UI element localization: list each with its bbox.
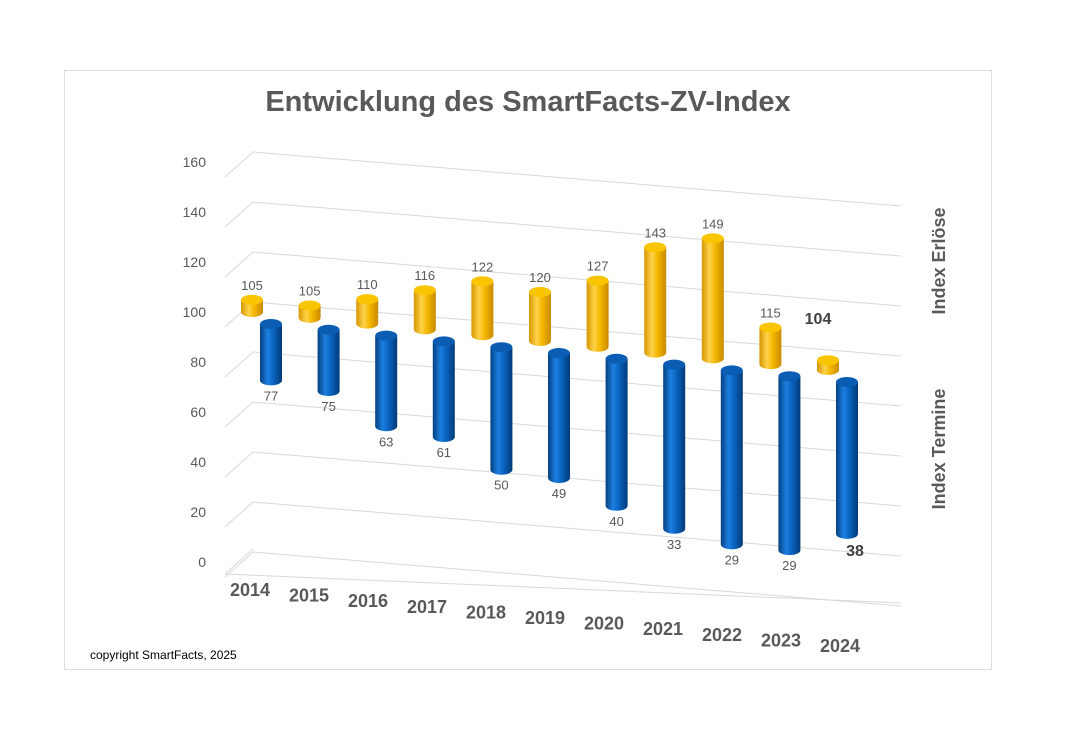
xtick-label: 2023 [761,630,801,650]
data-label-termine: 40 [609,514,623,529]
data-label-termine: 29 [782,558,796,573]
legend-termine: Index Termine [929,389,949,510]
bar-erloese-2019 [529,287,551,346]
xtick-label: 2019 [525,608,565,628]
bar-erloese-2021 [644,242,667,358]
data-label-erloese: 116 [414,268,435,283]
data-labels: 105 77 105 75 110 63 116 61 122 50 120 49 127 40 143 33… [241,216,864,573]
data-label-termine: 63 [379,434,393,449]
chart-svg: Entwicklung des SmartFacts-ZV-Index 0 20 4… [90,86,949,662]
xtick-label: 2021 [643,619,683,639]
gridline-160 [224,151,902,207]
data-label-erloese: 120 [529,270,551,285]
gridline-140 [224,201,902,257]
ytick-label: 0 [198,554,206,570]
bar-termine-2020 [605,353,628,511]
data-label-termine: 77 [264,388,278,403]
data-label-erloese: 105 [241,278,263,293]
bar-erloese-2024 [817,355,839,375]
bar-termine-2017 [432,336,455,442]
copyright-text: copyright SmartFacts, 2025 [90,648,237,662]
bar-erloese-2014 [241,294,263,317]
bar-erloese-2017 [413,285,436,335]
bar-erloese-2022 [701,233,724,364]
data-label-termine: 38 [846,543,864,560]
xtick-label: 2015 [289,586,329,606]
data-label-termine: 33 [667,537,681,552]
data-label-erloese: 110 [357,277,378,292]
gridline-0 [224,551,902,607]
ytick-label: 160 [183,154,207,170]
bar-erloese-2018 [471,276,494,341]
data-label-termine: 61 [437,445,451,460]
bar-termine-2019 [548,348,570,483]
data-label-erloese: 127 [587,259,609,274]
xtick-label: 2016 [348,591,388,611]
data-label-termine: 50 [494,478,508,493]
ytick-label: 40 [190,454,206,470]
bar-termine-2014 [260,319,282,386]
legend-erloese: Index Erlöse [929,207,949,314]
ytick-label: 20 [190,504,206,520]
xtick-label: 2018 [466,602,506,622]
bar-termine-2021 [663,359,686,534]
bars [241,233,858,556]
bar-termine-2024 [836,377,858,539]
data-label-erloese: 149 [702,216,724,231]
y-axis-ticks: 0 20 40 60 80 100 120 140 160 [183,154,207,570]
xtick-label: 2024 [820,636,860,656]
ytick-label: 140 [183,204,207,220]
bar-erloese-2015 [298,300,321,323]
data-label-termine: 75 [321,399,335,414]
legend: Index Erlöse Index Termine [929,207,949,509]
bar-termine-2016 [375,330,398,432]
data-label-erloese: 115 [760,305,781,320]
bar-erloese-2023 [759,322,782,370]
xtick-label: 2022 [702,625,742,645]
data-label-termine: 49 [552,486,566,501]
ytick-label: 120 [183,254,207,270]
chart-frame: Entwicklung des SmartFacts-ZV-Index 0 20 4… [64,70,992,670]
ytick-label: 60 [190,404,206,420]
gridline-120 [224,251,902,307]
bar-erloese-2016 [356,294,379,329]
data-label-erloese: 104 [805,311,832,328]
bar-erloese-2020 [586,275,609,352]
bar-termine-2023 [778,371,801,556]
data-label-termine: 29 [725,552,739,567]
xtick-label: 2014 [230,580,270,600]
data-label-erloese: 143 [644,225,666,240]
gridline-20 [224,501,902,557]
ytick-label: 100 [183,304,207,320]
xtick-label: 2020 [584,614,624,634]
x-axis-ticks: 2014 2015 2016 2017 2018 2019 2020 2021 2022 2023… [230,580,860,656]
bar-termine-2018 [490,342,513,475]
bar-termine-2022 [720,365,743,550]
ytick-label: 80 [190,354,206,370]
data-label-erloese: 105 [299,284,321,299]
data-label-erloese: 122 [472,259,494,274]
chart-title: Entwicklung des SmartFacts-ZV-Index [265,86,790,118]
xtick-label: 2017 [407,597,447,617]
bar-termine-2015 [317,324,340,397]
